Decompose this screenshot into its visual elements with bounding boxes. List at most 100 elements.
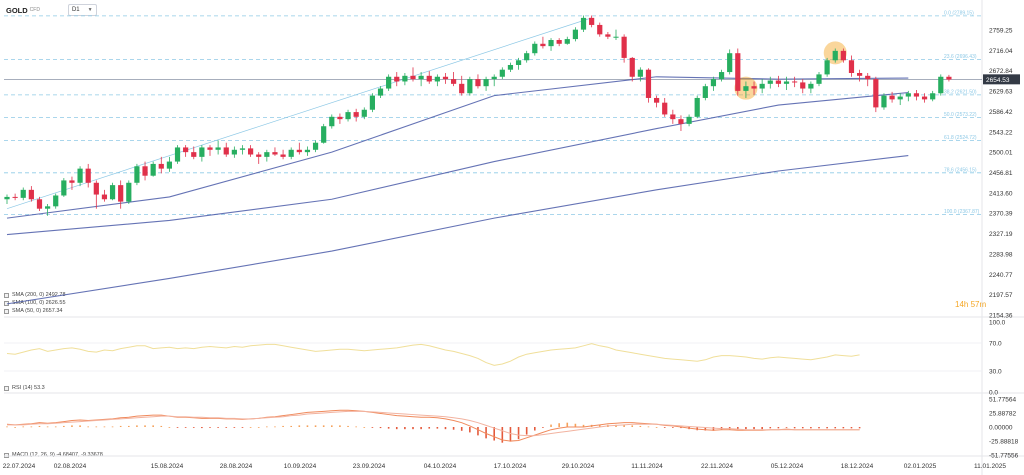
candle-body <box>572 29 578 40</box>
macd-histogram-bar <box>582 424 585 428</box>
x-tick-label: 18.12.2024 <box>841 463 874 470</box>
candle-body <box>345 112 351 120</box>
fib-level-label: 50.0 (2573.22) <box>944 112 977 118</box>
y-tick-label: 2759.25 <box>989 28 1013 35</box>
timeframe-select[interactable]: D1 ▼ <box>67 4 97 16</box>
macd-histogram-bar <box>485 427 487 439</box>
macd-histogram-bar <box>22 426 25 428</box>
y-tick-label: 2154.36 <box>989 313 1013 320</box>
macd-histogram-bar <box>663 427 666 428</box>
macd-histogram-bar <box>477 427 479 436</box>
candle-body <box>759 83 765 89</box>
candle-body <box>442 76 449 80</box>
candle-body <box>913 93 920 97</box>
x-tick-label: 11.01.2025 <box>974 463 1006 470</box>
candle-body <box>905 93 911 97</box>
macd-histogram-bar <box>655 427 658 428</box>
macd-histogram-bar <box>290 425 292 428</box>
candle-body <box>61 180 67 196</box>
candle-body <box>857 72 863 76</box>
macd-histogram-bar <box>452 427 455 430</box>
candle-body <box>524 53 530 61</box>
indicator-settings-icon[interactable] <box>4 385 9 391</box>
chevron-down-icon: ▼ <box>87 7 93 13</box>
indicator-settings-icon[interactable] <box>4 308 9 314</box>
fib-level-label: 38.2 (2621.50) <box>944 89 977 95</box>
candle-body <box>304 149 311 153</box>
macd-histogram-bar <box>834 427 837 429</box>
macd-histogram-bar <box>119 425 122 428</box>
candle-body <box>629 57 635 77</box>
candle-body <box>589 17 595 25</box>
macd-legend[interactable]: MACD (12, 26, 9) -4.68407, -9.33678 <box>4 452 103 458</box>
candle-body <box>321 126 327 143</box>
macd-histogram-bar <box>249 427 252 428</box>
candle-body <box>109 185 116 200</box>
x-tick-label: 29.10.2024 <box>562 463 595 470</box>
macd-histogram-bar <box>696 427 698 431</box>
sma-line <box>6 155 909 305</box>
macd-histogram-bar <box>54 426 57 428</box>
y-tick-label: 2370.39 <box>989 211 1013 218</box>
macd-histogram-bar <box>128 425 130 428</box>
y-tick-label: 2629.63 <box>989 89 1013 96</box>
candle-body <box>118 185 124 202</box>
candle-body <box>45 206 51 209</box>
macd-tick-label: 25.88782 <box>989 411 1016 418</box>
candle-body <box>824 60 830 75</box>
macd-histogram-bar <box>339 425 341 427</box>
candle-body <box>337 116 343 120</box>
candle-body <box>816 74 822 84</box>
sma100-legend[interactable]: SMA (100, 0) 2626.55 <box>4 300 66 306</box>
rsi-legend[interactable]: RSI (14) 53.3 <box>4 385 45 391</box>
candle-body <box>897 96 903 100</box>
rsi-tick-label: 30.0 <box>989 369 1002 376</box>
price-tag <box>983 74 1020 85</box>
macd-histogram-bar <box>314 425 317 427</box>
fib-level-label: 78.6 (2456.15) <box>944 167 977 173</box>
y-tick-label: 2283.98 <box>989 251 1013 258</box>
candle-body <box>499 69 505 77</box>
macd-histogram-bar <box>192 427 195 428</box>
candle-body <box>580 17 587 30</box>
candle-body <box>69 180 75 183</box>
candle-body <box>467 79 473 94</box>
candle-body <box>426 75 432 82</box>
y-tick-label: 2327.19 <box>989 231 1013 238</box>
macd-histogram-bar <box>298 425 301 427</box>
candle-body <box>150 163 156 176</box>
macd-histogram-bar <box>793 427 796 429</box>
indicator-settings-icon[interactable] <box>4 452 9 458</box>
macd-tick-label: 0.00000 <box>989 425 1013 432</box>
indicator-settings-icon[interactable] <box>4 300 9 306</box>
symbol-label[interactable]: GOLD <box>6 5 28 15</box>
macd-histogram-bar <box>517 427 520 440</box>
candle-body <box>710 79 717 87</box>
candle-body <box>353 112 359 117</box>
indicator-settings-icon[interactable] <box>4 292 9 298</box>
candle-body <box>848 60 855 73</box>
candle-body <box>231 149 237 155</box>
macd-histogram-bar <box>525 427 528 435</box>
x-tick-label: 10.09.2024 <box>284 463 317 470</box>
candle-body <box>272 152 278 155</box>
candle-body <box>28 189 34 200</box>
candle-body <box>637 69 643 77</box>
y-tick-label: 2586.42 <box>989 109 1013 116</box>
candle-body <box>361 109 367 117</box>
sma50-legend[interactable]: SMA (50, 0) 2657.34 <box>4 308 62 314</box>
x-tick-label: 05.12.2024 <box>771 463 804 470</box>
sma200-legend[interactable]: SMA (200, 0) 2492.78 <box>4 292 66 298</box>
macd-histogram-bar <box>534 427 536 431</box>
y-tick-label: 2240.77 <box>989 272 1013 279</box>
macd-histogram-bar <box>144 425 146 427</box>
x-tick-label: 17.10.2024 <box>494 463 527 470</box>
candle-body <box>248 148 254 155</box>
candle-body <box>483 79 489 87</box>
macd-histogram-bar <box>550 424 552 428</box>
candle-body <box>938 76 944 94</box>
macd-histogram-bar <box>623 424 625 428</box>
macd-histogram-bar <box>30 426 33 428</box>
macd-histogram-bar <box>257 427 260 428</box>
